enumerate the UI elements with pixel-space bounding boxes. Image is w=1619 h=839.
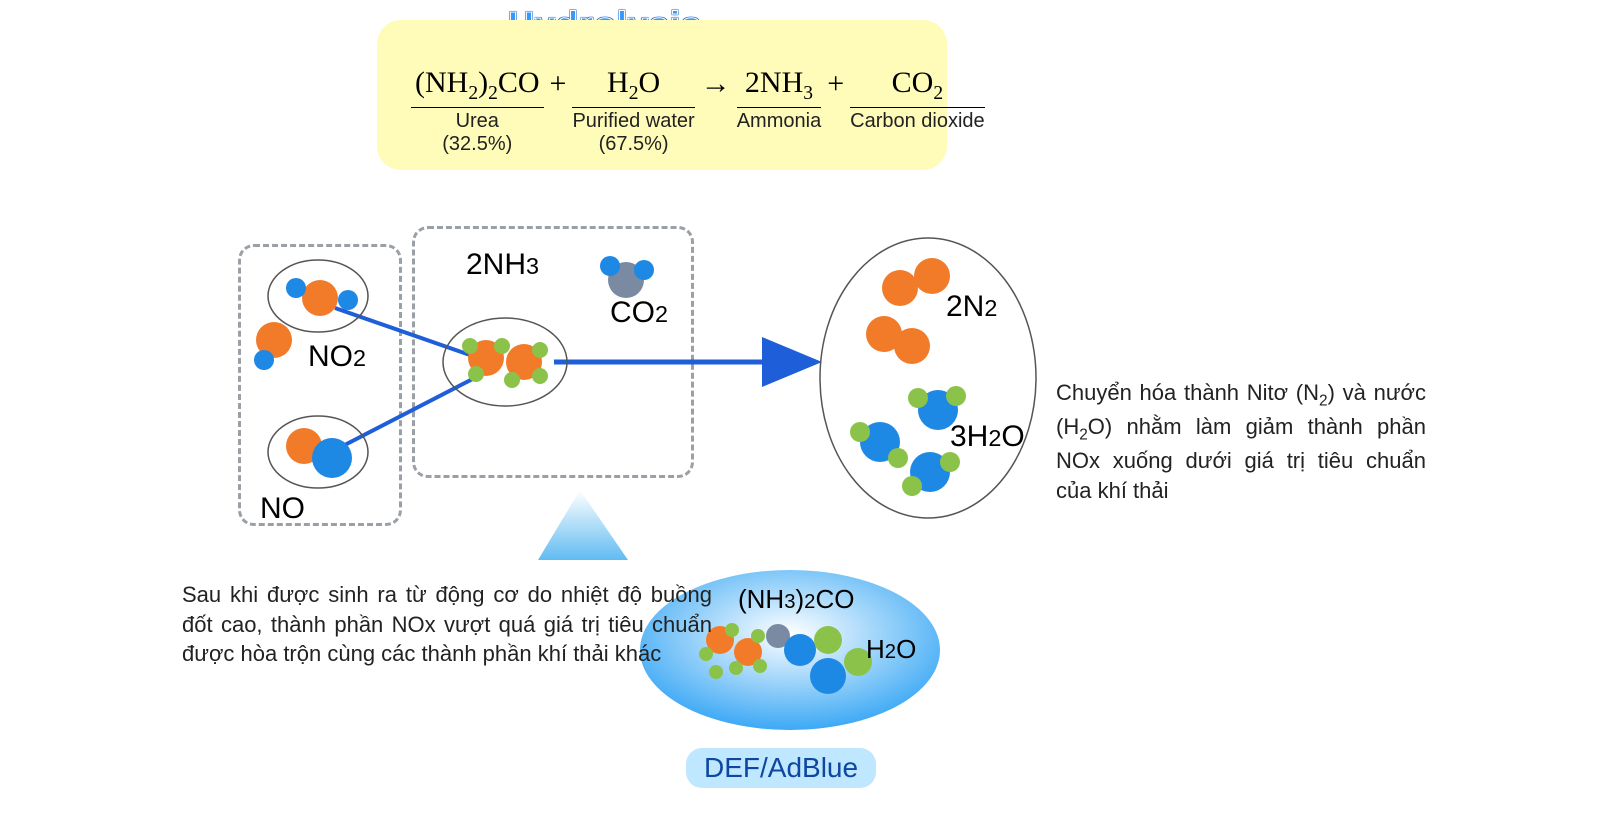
hydrolysis-equation-box: (NH2)2COUrea(32.5%) + H2OPurified water(… <box>377 20 947 170</box>
left-explanation-text: Sau khi được sinh ra từ động cơ do nhiệt… <box>182 580 712 669</box>
nh3-label: 2NH3 <box>466 248 539 282</box>
no-label: NO <box>260 492 305 526</box>
equation-line: (NH2)2COUrea(32.5%) + H2OPurified water(… <box>411 66 913 158</box>
def-adblue-chip: DEF/AdBlue <box>686 748 876 788</box>
nh3-co2-box <box>412 226 694 478</box>
co2-label: CO2 <box>610 296 668 330</box>
no2-label: NO2 <box>308 340 366 374</box>
n2-label: 2N2 <box>946 290 997 324</box>
h2o-label: 3H2O <box>950 420 1025 454</box>
h2o-in-def-label: H2O <box>866 634 916 665</box>
urea-in-def-label: (NH3)2CO <box>738 584 854 615</box>
nox-input-box <box>238 244 402 526</box>
right-explanation-text: Chuyển hóa thành Nitơ (N2) và nước (H2O)… <box>1056 378 1426 506</box>
